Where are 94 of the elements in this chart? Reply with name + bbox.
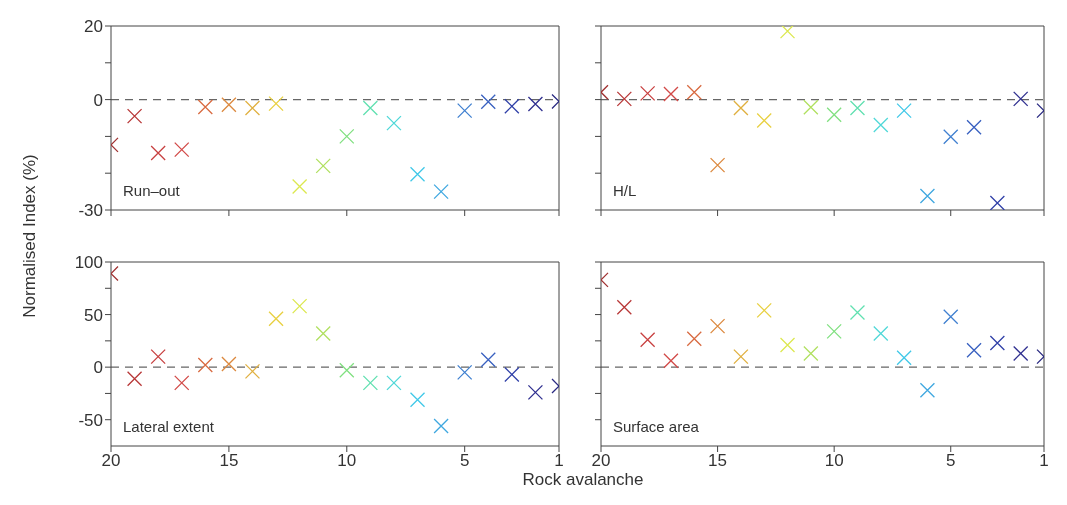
point [386,115,402,131]
point [849,304,866,321]
point [943,129,959,145]
x-tick-label: 15 [708,451,728,471]
point [826,107,842,123]
point [197,357,213,373]
point [126,371,143,387]
x-tick-label: 15 [219,451,239,471]
point [386,375,402,391]
point [480,352,496,368]
y-tick-label: 0 [93,358,103,378]
point [873,325,889,342]
point [896,350,912,366]
point [663,353,679,369]
point [709,157,726,173]
point [150,348,166,365]
point [268,96,284,112]
point [989,335,1006,351]
point [733,348,749,365]
point [126,108,143,124]
point [756,112,772,129]
point [291,298,308,314]
y-tick-label: -50 [78,410,103,430]
point [919,382,936,398]
point [457,102,473,119]
x-tick-label: 10 [337,451,357,471]
point [849,100,866,116]
point [966,342,982,358]
point [244,363,261,379]
x-tick-label: 1 [1039,451,1049,471]
point [919,188,936,204]
point [527,96,544,112]
point [409,392,426,408]
point [409,166,426,182]
point [362,100,379,116]
point [686,331,702,347]
point [896,102,912,119]
point [943,309,959,325]
point [826,323,842,340]
point [433,418,449,434]
point [733,100,749,116]
point [527,384,544,401]
annotation: H/L [613,182,637,199]
point [174,142,190,158]
y-tick-label: 50 [84,305,103,325]
point [639,85,656,101]
point [174,375,190,391]
point [150,145,166,161]
x-tick-label: 10 [824,451,844,471]
point [989,195,1006,210]
y-tick-label: -30 [78,201,103,221]
annotation: Surface area [613,418,699,435]
point [779,337,796,353]
x-axis-title: Rock avalanche [522,470,644,490]
point [663,86,679,102]
y-tick-label: 100 [74,253,103,273]
point [315,158,331,174]
point [197,99,213,115]
point [244,100,261,116]
x-tick-label: 1 [554,451,564,471]
point [221,356,237,372]
y-tick-label: 0 [93,90,103,110]
point [1013,345,1029,362]
point [339,362,355,378]
point [433,183,449,200]
x-tick-label: 5 [459,451,470,471]
point [756,302,772,319]
point [362,375,379,391]
point [803,99,819,115]
point [803,345,819,362]
point [779,26,796,39]
point [686,84,702,100]
annotation: Run–out [123,182,180,199]
annotation: Lateral extent [123,418,214,435]
point [315,325,331,342]
point [966,119,982,135]
point [616,299,632,315]
point [873,117,889,133]
point [480,94,496,110]
point [268,311,284,327]
point [291,178,308,195]
point [504,366,520,383]
point [221,97,237,113]
y-axis-title: Normalised Index (%) [20,154,40,318]
point [504,98,520,114]
point [709,318,726,334]
point [1013,91,1029,107]
point [339,128,355,145]
point [639,332,656,348]
point [457,364,473,381]
x-tick-label: 20 [591,451,611,471]
x-tick-label: 5 [946,451,956,471]
point [616,91,632,107]
y-tick-label: 20 [84,17,103,37]
